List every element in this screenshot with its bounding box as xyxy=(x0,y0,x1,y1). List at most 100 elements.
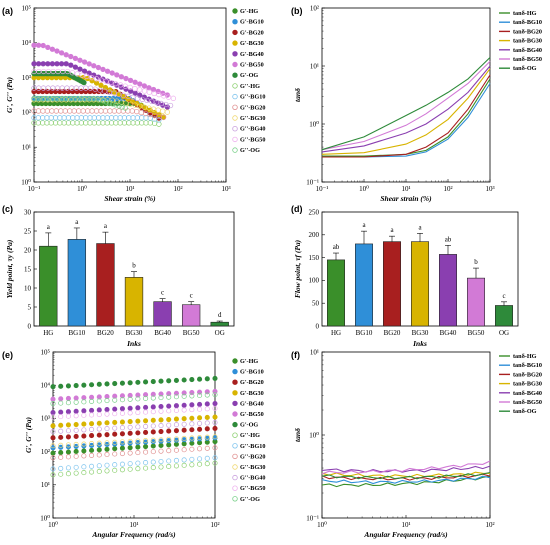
data-point xyxy=(135,430,141,436)
data-point xyxy=(35,42,42,48)
data-point xyxy=(81,395,87,401)
legend-entry: tanδ-BG20 xyxy=(513,371,542,378)
legend-marker xyxy=(232,411,238,417)
data-point xyxy=(79,72,85,78)
data-point xyxy=(150,459,156,465)
bar xyxy=(153,301,172,327)
data-point xyxy=(158,404,164,410)
data-point xyxy=(197,456,203,462)
legend-entry: G'-BG40 xyxy=(240,51,264,58)
data-point xyxy=(50,472,56,478)
data-point xyxy=(127,396,133,402)
data-point xyxy=(143,418,149,424)
data-point xyxy=(181,435,187,442)
series-line xyxy=(321,61,491,151)
data-point xyxy=(97,97,103,103)
data-point xyxy=(151,90,157,97)
data-point xyxy=(122,83,128,89)
legend-entry: G''-HG xyxy=(240,432,260,439)
data-point xyxy=(127,430,133,436)
series-line xyxy=(321,475,491,485)
x-tick-label: OG xyxy=(215,329,225,337)
y-tick-label: 10⁵ xyxy=(41,348,51,356)
data-point xyxy=(212,425,218,431)
data-point xyxy=(89,469,95,475)
data-point xyxy=(69,70,76,76)
data-point xyxy=(65,95,72,102)
data-point xyxy=(96,452,102,458)
data-point xyxy=(112,439,118,445)
data-point xyxy=(117,120,123,126)
legend-entry: G''-BG20 xyxy=(240,104,265,111)
data-point xyxy=(81,441,87,447)
data-point xyxy=(127,424,133,430)
legend-marker xyxy=(232,390,238,396)
series-line xyxy=(321,460,491,475)
x-tick-label: BG50 xyxy=(183,329,200,337)
data-point xyxy=(113,120,119,126)
panel-label: (c) xyxy=(2,204,13,214)
data-point xyxy=(104,381,110,387)
legend-marker xyxy=(232,19,238,25)
data-point xyxy=(119,380,125,386)
plot-frame xyxy=(321,351,491,519)
data-point xyxy=(150,395,156,401)
data-point xyxy=(69,95,75,102)
data-point xyxy=(87,115,93,121)
data-point xyxy=(63,52,69,58)
legend-entry: G''-BG10 xyxy=(240,443,265,450)
data-point xyxy=(48,115,54,121)
series-line xyxy=(322,78,491,157)
y-tick-label: 5 xyxy=(28,303,32,311)
legend-marker xyxy=(232,8,238,14)
y-tick-label: 10⁴ xyxy=(22,39,32,47)
data-point xyxy=(112,451,118,457)
data-point xyxy=(89,452,95,458)
x-axis-label: Inks xyxy=(126,339,141,348)
data-point xyxy=(65,383,71,389)
data-point xyxy=(127,380,133,386)
data-point xyxy=(156,117,162,123)
data-point xyxy=(65,409,71,415)
data-point xyxy=(95,115,102,121)
y-axis-label: tanδ xyxy=(293,428,302,442)
significance-letter: c xyxy=(161,289,164,297)
data-point xyxy=(74,115,80,121)
data-point xyxy=(52,120,59,126)
data-point xyxy=(103,99,110,105)
series-line xyxy=(321,65,491,153)
significance-letter: a xyxy=(75,218,79,226)
significance-letter: a xyxy=(418,223,422,231)
data-point xyxy=(35,120,41,126)
data-point xyxy=(68,62,74,68)
data-point xyxy=(166,408,172,414)
data-point xyxy=(112,397,118,403)
data-point xyxy=(58,434,64,440)
y-tick-label: 10¹ xyxy=(22,144,31,152)
data-point xyxy=(204,455,210,461)
data-point xyxy=(53,95,59,102)
data-point xyxy=(204,376,210,382)
significance-letter: d xyxy=(218,311,222,319)
x-axis-label: Shear strain (%) xyxy=(104,194,156,203)
data-point xyxy=(160,114,167,121)
x-tick-label: 10⁰ xyxy=(359,185,369,193)
data-point xyxy=(73,453,79,459)
x-tick-label: BG40 xyxy=(440,329,457,337)
legend-marker xyxy=(232,400,238,407)
data-point xyxy=(204,426,210,432)
data-point xyxy=(158,458,164,465)
data-point xyxy=(73,421,79,428)
data-point xyxy=(143,395,149,402)
data-point xyxy=(189,377,195,383)
data-point xyxy=(204,434,210,440)
data-point xyxy=(212,460,218,466)
data-point xyxy=(89,74,95,81)
y-tick-label: 50 xyxy=(312,300,320,308)
legend-marker xyxy=(232,464,238,470)
data-point xyxy=(197,446,203,452)
data-point xyxy=(35,108,42,114)
data-point xyxy=(158,448,164,454)
data-point xyxy=(166,391,172,397)
data-point xyxy=(83,120,89,126)
